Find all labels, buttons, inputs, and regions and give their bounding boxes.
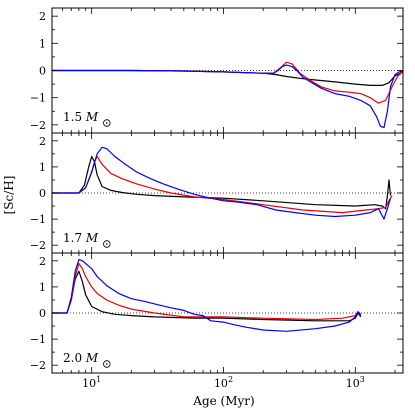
x-tick-label: 103 bbox=[346, 375, 365, 390]
y-tick-label: −2 bbox=[30, 359, 46, 372]
sun-symbol-icon bbox=[103, 360, 111, 368]
series-line-black bbox=[52, 69, 403, 87]
y-tick-label: 1 bbox=[39, 281, 46, 294]
series-line-blue bbox=[52, 146, 392, 220]
series-line-red bbox=[52, 155, 393, 214]
panel-3: 2 1 0 −1 −2 2.0 M bbox=[30, 252, 404, 374]
y-tick-label: 0 bbox=[39, 307, 46, 320]
panel-frame bbox=[51, 252, 404, 374]
y-tick-label: −2 bbox=[30, 119, 46, 132]
sun-symbol-dot bbox=[106, 122, 108, 124]
y-tick-label: 2 bbox=[39, 255, 46, 268]
x-tick-label: 101 bbox=[82, 375, 101, 390]
sun-symbol-dot bbox=[106, 243, 108, 245]
panels-group: 2 1 0 −1 −2 1.5 M 2 1 0 −1 −2 1.7 M 2 1 0 −1 −2 2.0 M bbox=[30, 7, 404, 374]
x-tick-labels: 101 102 103 bbox=[82, 375, 365, 390]
panel-2: 2 1 0 −1 −2 1.7 M bbox=[30, 132, 404, 254]
y-tick-label: 1 bbox=[39, 161, 46, 174]
mass-label: 1.7 M bbox=[63, 231, 99, 245]
series-line-black bbox=[52, 155, 392, 210]
series-line-red bbox=[52, 262, 362, 321]
series-line-blue bbox=[52, 258, 362, 332]
y-tick-label: −1 bbox=[30, 92, 46, 105]
panel-1: 2 1 0 −1 −2 1.5 M bbox=[30, 7, 404, 134]
y-tick-label: 0 bbox=[39, 65, 46, 78]
y-tick-label: 0 bbox=[39, 187, 46, 200]
sun-symbol-dot bbox=[106, 363, 108, 365]
mass-label: 2.0 M bbox=[63, 351, 99, 365]
series-line-black bbox=[52, 270, 362, 322]
y-axis-label: [Sc/H] bbox=[2, 176, 16, 215]
y-tick-label: 1 bbox=[39, 37, 46, 50]
series-line-blue bbox=[52, 64, 403, 129]
sun-symbol-icon bbox=[103, 119, 111, 127]
x-tick-label: 102 bbox=[214, 375, 233, 390]
y-tick-label: 2 bbox=[39, 135, 46, 148]
y-tick-label: −1 bbox=[30, 333, 46, 346]
x-axis-label: Age (Myr) bbox=[192, 394, 254, 408]
sun-symbol-icon bbox=[103, 240, 111, 248]
mass-label: 1.5 M bbox=[63, 110, 99, 124]
panel-frame bbox=[51, 132, 404, 254]
y-tick-label: −1 bbox=[30, 213, 46, 226]
y-tick-label: −2 bbox=[30, 239, 46, 252]
y-tick-label: 2 bbox=[39, 10, 46, 23]
